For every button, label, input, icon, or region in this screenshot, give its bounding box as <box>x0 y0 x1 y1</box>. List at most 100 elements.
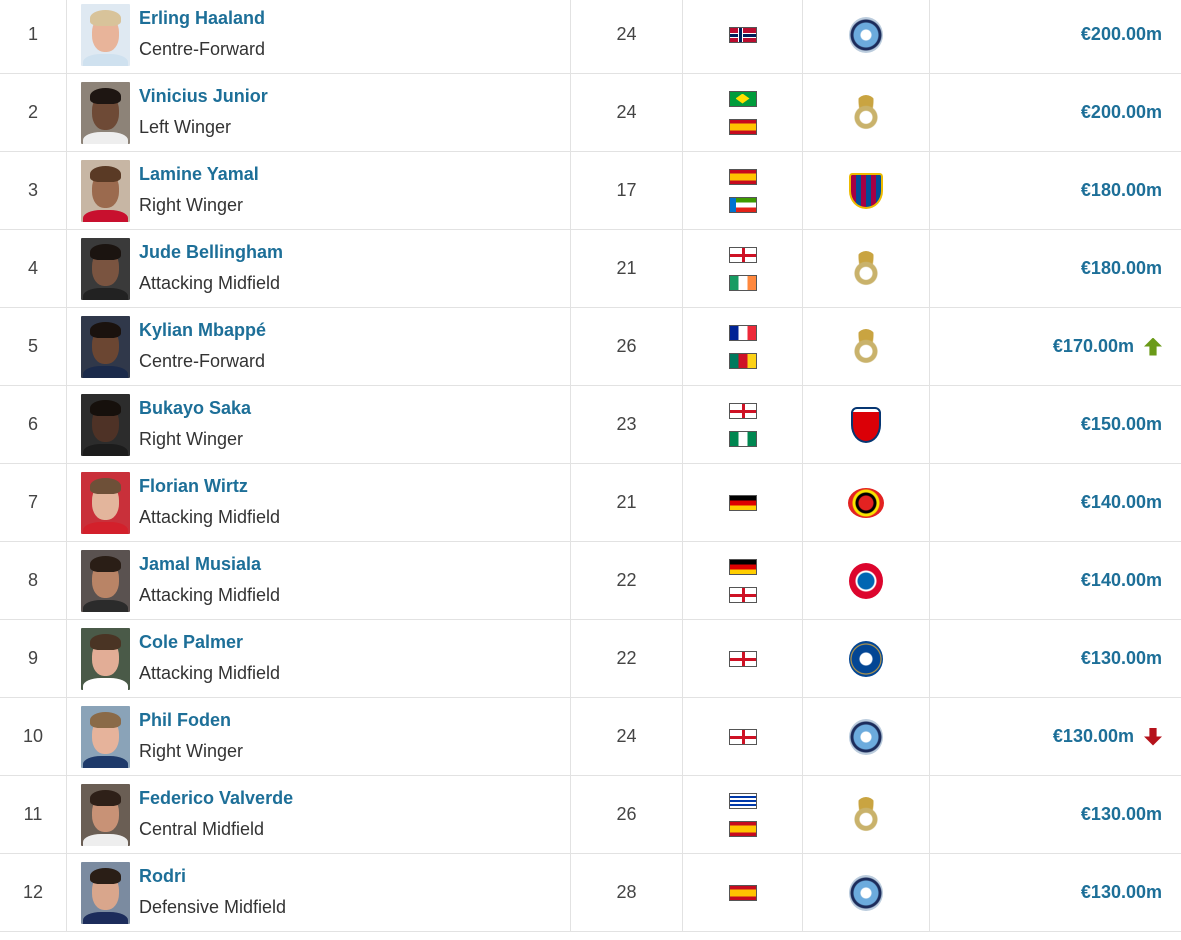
player-name-link[interactable]: Rodri <box>139 866 186 886</box>
market-value-link[interactable]: €170.00m <box>1052 336 1134 356</box>
player-photo[interactable] <box>81 550 130 612</box>
age-cell: 21 <box>571 464 683 541</box>
flag-es-icon <box>728 820 757 837</box>
club-crest-arsenal-icon[interactable] <box>851 406 881 443</box>
market-value-link[interactable]: €130.00m <box>1080 648 1162 668</box>
player-name-link[interactable]: Federico Valverde <box>139 788 294 808</box>
club-crest-realmadrid-icon[interactable] <box>853 94 879 131</box>
table-row: 8 Jamal Musiala Attacking Midfield 22 €140.0… <box>0 542 1181 620</box>
club-crest-bayern-icon[interactable] <box>849 562 883 599</box>
player-photo[interactable] <box>81 160 130 222</box>
photo-hair <box>90 790 121 806</box>
club-crest-mancity-icon[interactable] <box>849 718 883 755</box>
market-value-link[interactable]: €180.00m <box>1080 258 1162 278</box>
table-row: 12 Rodri Defensive Midfield 28 €130.00m <box>0 854 1181 932</box>
table-row: 11 Federico Valverde Central Midfield 26 €13… <box>0 776 1181 854</box>
player-name-link[interactable]: Florian Wirtz <box>139 476 248 496</box>
age-cell: 24 <box>571 698 683 775</box>
player-name-link[interactable]: Phil Foden <box>139 710 231 730</box>
nationality-cell <box>683 230 803 307</box>
market-value-cell: €140.00m <box>930 464 1181 541</box>
market-value-link[interactable]: €130.00m <box>1080 882 1162 902</box>
club-crest-realmadrid-icon[interactable] <box>853 328 879 365</box>
player-cell: Florian Wirtz Attacking Midfield <box>67 464 571 541</box>
player-photo[interactable] <box>81 238 130 300</box>
player-name-link[interactable]: Jude Bellingham <box>139 242 284 262</box>
flag-uy-icon <box>728 792 757 809</box>
nationality-cell <box>683 308 803 385</box>
player-name-link[interactable]: Vinicius Junior <box>139 86 268 106</box>
nationality-cell <box>683 74 803 151</box>
player-photo[interactable] <box>81 394 130 456</box>
nationality-cell <box>683 386 803 463</box>
club-crest-leverkusen-icon[interactable] <box>848 487 884 518</box>
player-photo[interactable] <box>81 862 130 924</box>
market-value-cell: €140.00m <box>930 542 1181 619</box>
flag-cm-icon <box>728 352 757 369</box>
table-row: 4 Jude Bellingham Attacking Midfield 21 €180… <box>0 230 1181 308</box>
photo-shirt <box>83 132 128 144</box>
player-name-link[interactable]: Erling Haaland <box>139 8 266 28</box>
table-row: 10 Phil Foden Right Winger 24 €130.00m <box>0 698 1181 776</box>
photo-hair <box>90 478 121 494</box>
photo-hair <box>90 88 121 104</box>
market-value-link[interactable]: €140.00m <box>1080 570 1162 590</box>
market-value-link[interactable]: €200.00m <box>1080 102 1162 122</box>
player-cell: Federico Valverde Central Midfield <box>67 776 571 853</box>
table-row: 2 Vinicius Junior Left Winger 24 €200.00m <box>0 74 1181 152</box>
player-name-link[interactable]: Kylian Mbappé <box>139 320 267 340</box>
market-value-link[interactable]: €150.00m <box>1080 414 1162 434</box>
rank-cell: 4 <box>0 230 67 307</box>
player-cell: Kylian Mbappé Centre-Forward <box>67 308 571 385</box>
photo-shirt <box>83 912 128 924</box>
club-crest-mancity-icon[interactable] <box>849 874 883 911</box>
market-value-cell: €130.00m <box>930 698 1181 775</box>
table-row: 9 Cole Palmer Attacking Midfield 22 €130.00m <box>0 620 1181 698</box>
nationality-cell <box>683 620 803 697</box>
flag-gq-icon <box>728 196 757 213</box>
player-name-link[interactable]: Jamal Musiala <box>139 554 262 574</box>
rank-cell: 8 <box>0 542 67 619</box>
player-photo[interactable] <box>81 316 130 378</box>
player-name-link[interactable]: Bukayo Saka <box>139 398 252 418</box>
market-value-cell: €200.00m <box>930 74 1181 151</box>
player-name-link[interactable]: Cole Palmer <box>139 632 244 652</box>
club-crest-chelsea-icon[interactable] <box>849 640 883 677</box>
player-photo[interactable] <box>81 82 130 144</box>
flag-de-icon <box>728 558 757 575</box>
player-cell: Vinicius Junior Left Winger <box>67 74 571 151</box>
age-cell: 26 <box>571 776 683 853</box>
rank-cell: 7 <box>0 464 67 541</box>
player-position: Right Winger <box>139 429 244 449</box>
club-crest-realmadrid-icon[interactable] <box>853 796 879 833</box>
player-name-link[interactable]: Lamine Yamal <box>139 164 259 184</box>
nationality-cell <box>683 542 803 619</box>
market-value-link[interactable]: €180.00m <box>1080 180 1162 200</box>
club-crest-realmadrid-icon[interactable] <box>853 250 879 287</box>
flag-br-icon <box>728 90 757 107</box>
club-cell <box>803 152 930 229</box>
nationality-cell <box>683 698 803 775</box>
flag-no-icon <box>728 26 757 43</box>
player-photo[interactable] <box>81 4 130 66</box>
table-row: 3 Lamine Yamal Right Winger 17 €180.00m <box>0 152 1181 230</box>
player-photo[interactable] <box>81 628 130 690</box>
player-position: Right Winger <box>139 195 244 215</box>
club-crest-mancity-icon[interactable] <box>849 16 883 53</box>
photo-hair <box>90 868 121 884</box>
market-value-link[interactable]: €140.00m <box>1080 492 1162 512</box>
club-cell <box>803 386 930 463</box>
club-crest-barcelona-icon[interactable] <box>849 172 883 209</box>
club-cell <box>803 542 930 619</box>
flag-en-icon <box>728 246 757 263</box>
table-row: 1 Erling Haaland Centre-Forward 24 €200.00m <box>0 0 1181 74</box>
player-photo[interactable] <box>81 706 130 768</box>
photo-hair <box>90 556 121 572</box>
market-value-link[interactable]: €130.00m <box>1052 726 1134 746</box>
player-photo[interactable] <box>81 784 130 846</box>
player-photo[interactable] <box>81 472 130 534</box>
market-value-link[interactable]: €200.00m <box>1080 24 1162 44</box>
rank-cell: 6 <box>0 386 67 463</box>
market-value-link[interactable]: €130.00m <box>1080 804 1162 824</box>
